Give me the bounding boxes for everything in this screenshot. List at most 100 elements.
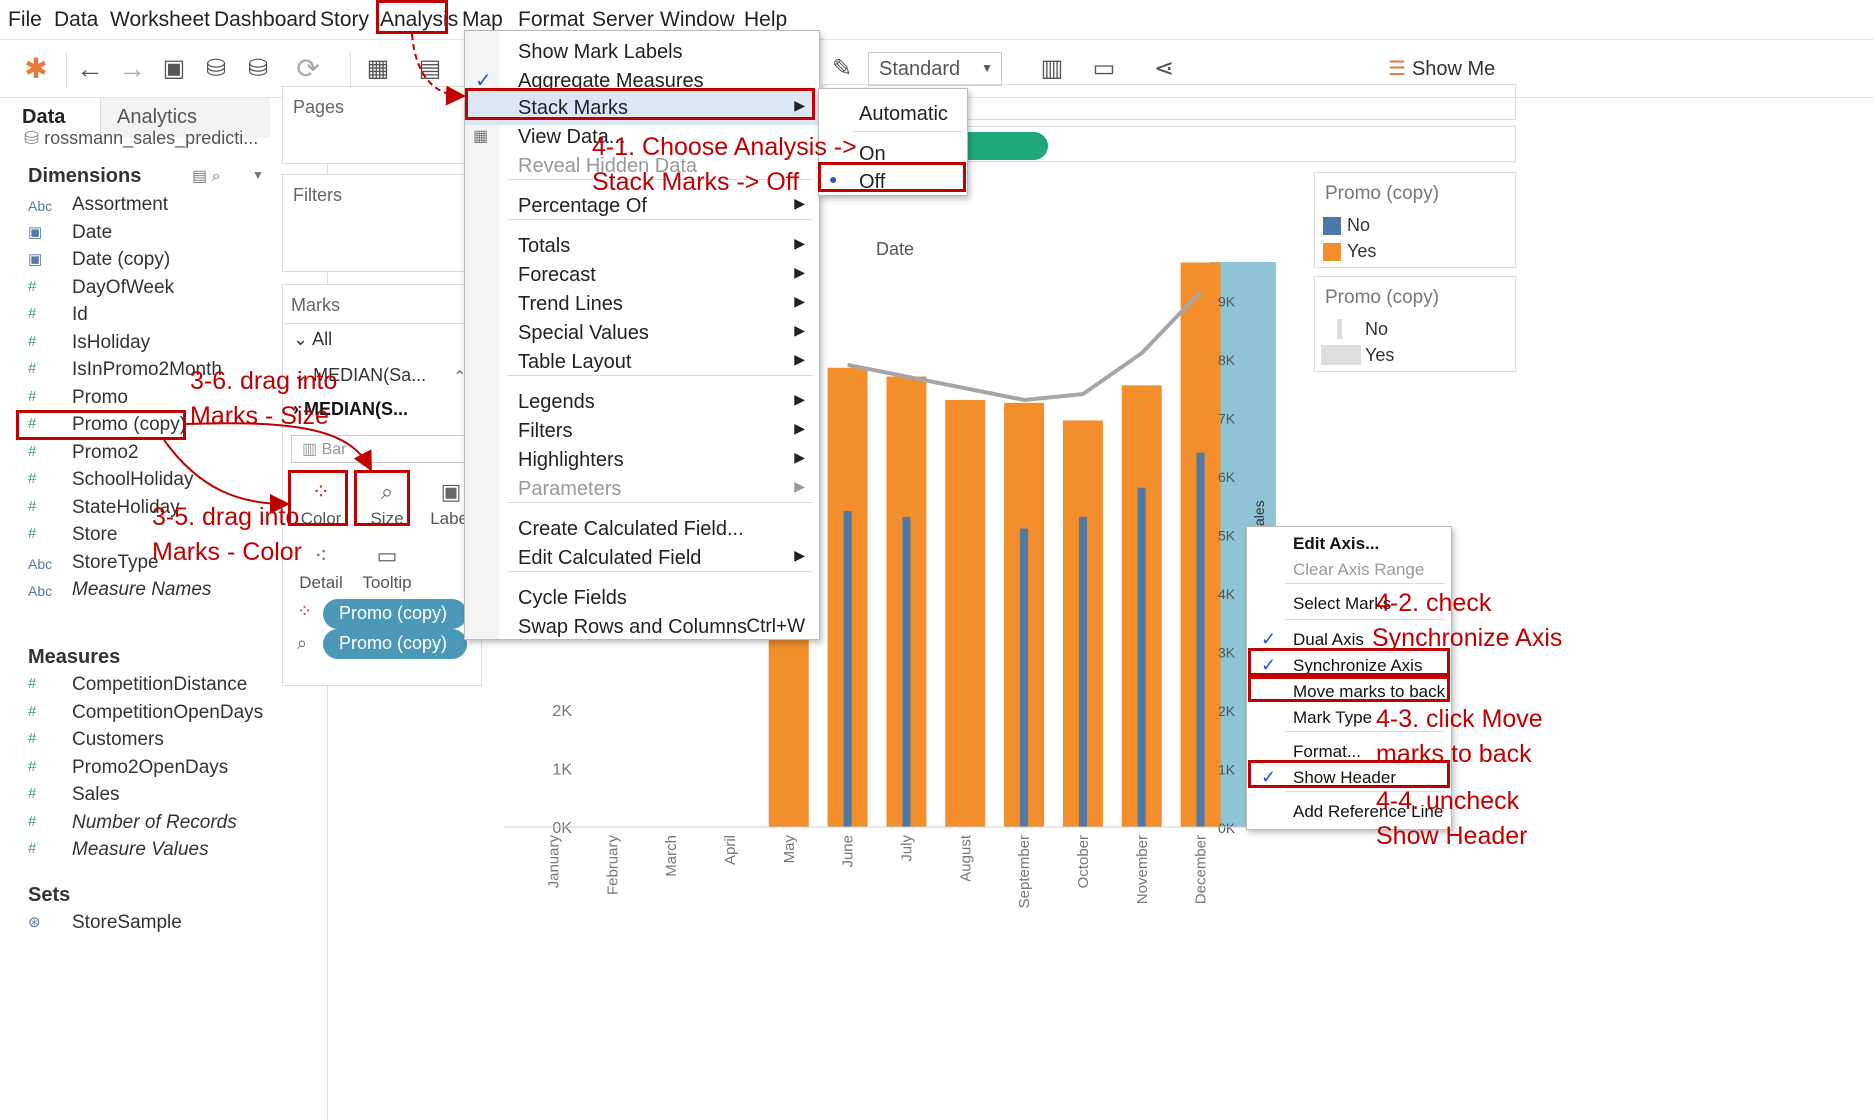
tab-data[interactable]: Data — [22, 106, 66, 128]
tooltip-button[interactable]: ▭ Tooltip — [353, 535, 421, 605]
menu-item-filters[interactable]: Filters ▶ — [465, 414, 819, 448]
chevron-up-icon[interactable]: ⌃ — [453, 369, 467, 386]
menu-item-table-layout[interactable]: Table Layout ▶ — [465, 345, 819, 379]
field-customers[interactable]: # Customers — [0, 727, 320, 757]
menu-item-view-data[interactable]: View Data... ▦ — [465, 120, 819, 154]
pill-promo-copy-size[interactable]: Promo (copy) — [323, 629, 467, 659]
menu-story[interactable]: Story — [320, 8, 370, 31]
menu-item-edit-calculated-field[interactable]: Edit Calculated Field ▶ — [465, 541, 819, 575]
tab-analytics[interactable]: Analytics — [100, 98, 270, 138]
field-promo-copy[interactable]: # Promo (copy) — [0, 412, 320, 442]
number-type-icon: # — [28, 525, 37, 542]
field-competitionopendays[interactable]: # CompetitionOpenDays — [0, 700, 320, 730]
label-button[interactable]: ▣ Label — [417, 471, 485, 541]
marks-all-tab[interactable]: ⌄ All — [293, 329, 332, 350]
share-icon[interactable]: ⋖ — [1153, 55, 1175, 82]
menu-item-parameters[interactable]: Parameters ▶ — [465, 472, 819, 506]
field-date[interactable]: ▣ Date — [0, 220, 320, 250]
mark-type-dropdown[interactable]: ▥ Bar — [291, 435, 475, 463]
new-worksheet-icon[interactable]: ▦ — [366, 55, 390, 82]
stack-off[interactable]: ● Off — [819, 165, 967, 199]
field-competitiondistance[interactable]: # CompetitionDistance — [0, 672, 320, 702]
view-toggle-icon[interactable]: ▤ ⌕ — [192, 168, 221, 185]
menu-server[interactable]: Server — [592, 8, 654, 31]
show-me-button[interactable]: ☰ Show Me — [1388, 56, 1495, 81]
menu-item-percentage-of[interactable]: Percentage Of ▶ — [465, 189, 819, 223]
field-sales[interactable]: # Sales — [0, 782, 320, 812]
size-item-no[interactable]: No — [1365, 319, 1389, 339]
pause-updates-icon[interactable]: ⛁ — [247, 55, 269, 82]
menu-dashboard[interactable]: Dashboard — [214, 8, 317, 31]
menu-file[interactable]: File — [8, 8, 42, 31]
menu-worksheet[interactable]: Worksheet — [110, 8, 210, 31]
stack-on[interactable]: On — [819, 137, 967, 171]
menu-item-trend-lines[interactable]: Trend Lines ▶ — [465, 287, 819, 321]
menu-item-totals[interactable]: Totals ▶ — [465, 229, 819, 263]
menu-help[interactable]: Help — [744, 8, 788, 31]
marks-median2-tab[interactable]: › MEDIAN(S... — [293, 399, 408, 420]
field-storetype[interactable]: Abc StoreType — [0, 550, 320, 580]
filters-shelf[interactable]: Filters — [282, 174, 482, 272]
menu-item-reveal-hidden-data[interactable]: Reveal Hidden Data — [465, 149, 819, 183]
pin-icon[interactable]: ✎ — [831, 55, 853, 82]
field-id[interactable]: # Id — [0, 302, 320, 332]
refresh-icon[interactable]: ⟳ — [296, 53, 320, 84]
field-measure-names[interactable]: Abc Measure Names — [0, 577, 320, 607]
context-item-select-marks[interactable]: Select Marks — [1247, 589, 1451, 619]
field-promo2[interactable]: # Promo2 — [0, 440, 320, 470]
dimensions-menu-icon[interactable]: ▼ — [252, 168, 264, 182]
presentation-icon[interactable]: ▭ — [1092, 55, 1116, 82]
menu-data[interactable]: Data — [54, 8, 99, 31]
context-item-add-reference-line[interactable]: Add Reference Line — [1247, 797, 1451, 827]
context-item-show-header[interactable]: Show Header ✓ — [1247, 763, 1451, 793]
menu-item-create-calculated-field[interactable]: Create Calculated Field... — [465, 512, 819, 546]
context-item-clear-axis-range[interactable]: Clear Axis Range — [1247, 555, 1451, 585]
field-promo2opendays[interactable]: # Promo2OpenDays — [0, 755, 320, 785]
field-stateholiday[interactable]: # StateHoliday — [0, 495, 320, 525]
menu-item-legends[interactable]: Legends ▶ — [465, 385, 819, 419]
show-cards-icon[interactable]: ▥ — [1040, 55, 1064, 82]
menu-window[interactable]: Window — [660, 8, 735, 31]
field-date-copy[interactable]: ▣ Date (copy) — [0, 247, 320, 277]
menu-item-cycle-fields[interactable]: Cycle Fields — [465, 581, 819, 615]
context-item-edit-axis[interactable]: Edit Axis... — [1247, 529, 1451, 559]
field-isholiday[interactable]: # IsHoliday — [0, 330, 320, 360]
save-icon[interactable]: ▣ — [162, 55, 186, 82]
menu-analysis[interactable]: Analysis — [380, 8, 459, 31]
forward-icon[interactable]: → — [118, 53, 146, 84]
menu-item-swap-rows-and-columns[interactable]: Swap Rows and Columns Ctrl+W — [465, 610, 819, 644]
legend-item-yes[interactable]: Yes — [1347, 241, 1377, 261]
field-measure-values[interactable]: # Measure Values — [0, 837, 320, 867]
field-promo[interactable]: # Promo — [0, 385, 320, 415]
context-item-synchronize-axis[interactable]: Synchronize Axis ✓ — [1247, 651, 1451, 681]
back-icon[interactable]: ← — [76, 53, 104, 84]
field-number-of-records[interactable]: # Number of Records — [0, 810, 320, 840]
menu-map[interactable]: Map — [462, 8, 503, 31]
field-isinpromo2month[interactable]: # IsInPromo2Month — [0, 357, 320, 387]
legend-item-no[interactable]: No — [1347, 215, 1371, 235]
menu-item-highlighters[interactable]: Highlighters ▶ — [465, 443, 819, 477]
context-item-mark-type[interactable]: Mark Type — [1247, 703, 1451, 733]
context-item-move-marks-to-back[interactable]: Move marks to back — [1247, 677, 1451, 707]
context-item-format[interactable]: Format... — [1247, 737, 1451, 767]
menu-format[interactable]: Format — [518, 8, 585, 31]
menu-item-forecast[interactable]: Forecast ▶ — [465, 258, 819, 292]
tableau-logo-icon[interactable]: ✱ — [24, 53, 48, 84]
menu-item-show-mark-labels[interactable]: Show Mark Labels — [465, 35, 819, 69]
menu-item-aggregate-measures[interactable]: Aggregate Measures ✓ — [465, 64, 819, 98]
datasource-row[interactable]: ⛁ rossmann_sales_predicti... — [24, 128, 258, 149]
field-dayofweek[interactable]: # DayOfWeek — [0, 275, 320, 305]
menu-item-special-values[interactable]: Special Values ▶ — [465, 316, 819, 350]
stack-automatic[interactable]: Automatic — [819, 97, 967, 131]
context-item-dual-axis[interactable]: Dual Axis ✓ — [1247, 625, 1451, 655]
marks-median1-tab[interactable]: ⌄ MEDIAN(Sa... — [293, 365, 426, 386]
field-storesample[interactable]: ⊛ StoreSample — [0, 910, 320, 940]
field-assortment[interactable]: Abc Assortment — [0, 192, 320, 222]
field-store[interactable]: # Store — [0, 522, 320, 552]
size-item-yes[interactable]: Yes — [1365, 345, 1395, 365]
pill-promo-copy-color[interactable]: Promo (copy) — [323, 599, 467, 629]
fit-dropdown[interactable]: Standard ▼ — [868, 52, 1002, 86]
new-datasource-icon[interactable]: ⛁ — [205, 55, 227, 82]
field-schoolholiday[interactable]: # SchoolHoliday — [0, 467, 320, 497]
detail-button[interactable]: ⁖ Detail — [287, 535, 355, 605]
